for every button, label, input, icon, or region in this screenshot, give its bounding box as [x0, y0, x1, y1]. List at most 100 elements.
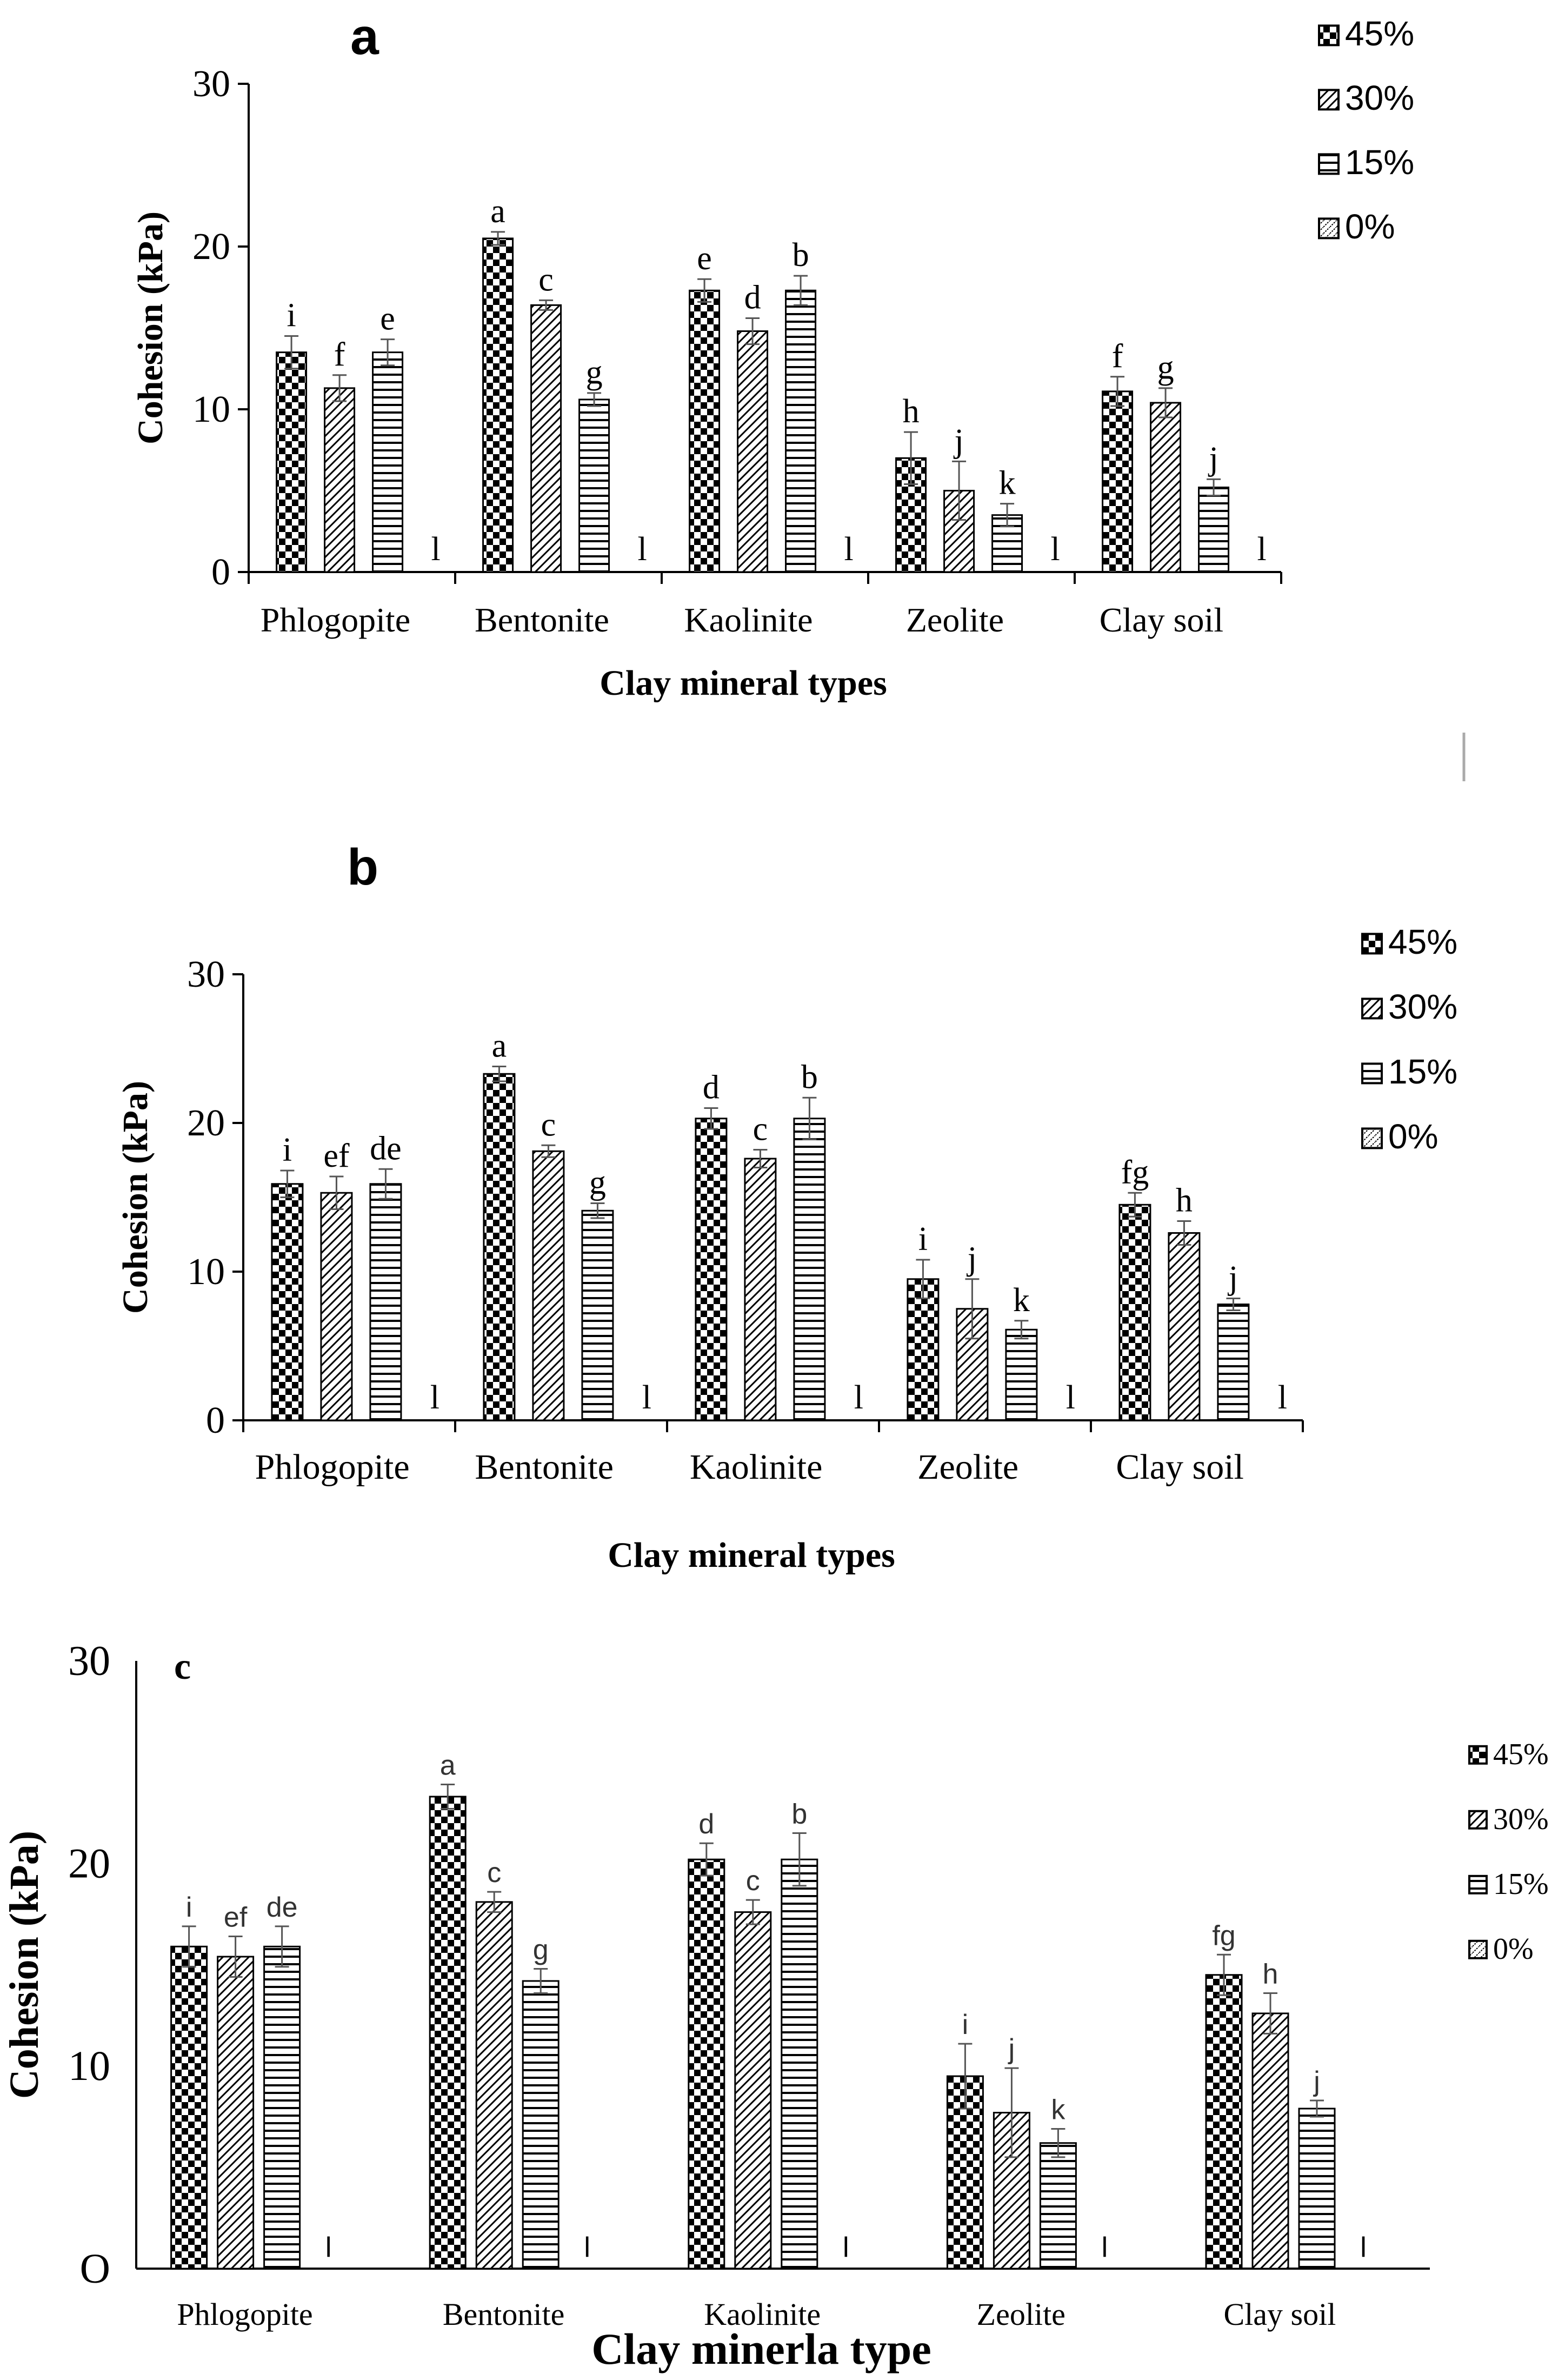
legend-label: 0%	[1388, 1117, 1439, 1156]
significance-letter: l	[1102, 2232, 1108, 2263]
significance-letter: g	[533, 1934, 549, 1965]
significance-letter: k	[999, 465, 1016, 502]
legend-swatch	[1468, 1939, 1488, 1959]
legend-swatch	[1361, 1062, 1383, 1085]
panel-label: b	[347, 839, 378, 896]
significance-letter: i	[186, 1892, 192, 1923]
category-label: Clay soil	[1116, 1447, 1244, 1487]
bar	[1251, 2012, 1289, 2270]
y-tick-label: O	[80, 2245, 110, 2292]
y-tick-label: 30	[68, 1637, 110, 1684]
significance-letter: j	[1228, 1260, 1238, 1297]
bar	[532, 1150, 565, 1421]
bar	[1298, 2108, 1336, 2270]
legend-label: 45%	[1345, 14, 1414, 53]
significance-letter: l	[844, 531, 853, 568]
significance-letter: f	[334, 336, 345, 373]
significance-letter: l	[854, 1379, 863, 1416]
significance-letter: l	[584, 2232, 590, 2263]
y-tick-label: 30	[192, 63, 230, 105]
bar	[1118, 1204, 1151, 1421]
significance-letter: fg	[1212, 1920, 1235, 1951]
significance-letter: h	[1263, 1958, 1278, 1990]
significance-letter: j	[953, 422, 963, 459]
legend-swatch	[1318, 153, 1340, 175]
significance-letter: k	[1051, 2094, 1065, 2125]
significance-letter: l	[325, 2232, 332, 2263]
y-tick-label: 20	[187, 1102, 225, 1144]
y-tick-label: 0	[211, 551, 230, 593]
significance-letter: c	[753, 1111, 768, 1148]
legend-label: 30%	[1493, 1803, 1549, 1836]
legend-label: 15%	[1388, 1052, 1457, 1091]
significance-letter: i	[287, 297, 296, 334]
category-label: Kaolinite	[684, 601, 813, 639]
bar	[276, 351, 308, 573]
significance-letter: l	[1066, 1379, 1075, 1416]
significance-letter: l	[430, 1379, 439, 1416]
bar	[530, 304, 562, 573]
panel-label: a	[350, 8, 379, 65]
significance-letter: c	[538, 261, 554, 298]
significance-letter: c	[746, 1865, 760, 1897]
category-label: Zeolite	[906, 601, 1004, 639]
significance-letter: de	[267, 1892, 298, 1923]
legend-swatch	[1468, 1745, 1488, 1765]
y-tick-label: 10	[68, 2042, 110, 2089]
bar	[781, 1858, 818, 2270]
legend-swatch	[1361, 998, 1383, 1020]
bar	[1150, 402, 1182, 573]
significance-letter: a	[492, 1028, 507, 1065]
bar	[737, 330, 769, 573]
significance-letter: l	[637, 531, 647, 568]
significance-letter: ef	[323, 1138, 350, 1174]
legend-label: 30%	[1388, 987, 1457, 1026]
significance-letter: g	[1157, 349, 1174, 386]
bar	[1198, 486, 1230, 573]
significance-letter: j	[967, 1240, 977, 1277]
significance-letter: l	[1278, 1379, 1287, 1416]
bar	[522, 1980, 560, 2270]
bar	[324, 387, 356, 573]
bar	[907, 1278, 940, 1421]
y-tick-label: 0	[206, 1400, 225, 1441]
bar	[689, 289, 721, 573]
bar	[483, 1073, 516, 1421]
category-label: Bentonite	[475, 601, 609, 639]
significance-letter: i	[962, 2009, 969, 2040]
legend-label: 45%	[1388, 922, 1457, 961]
significance-letter: de	[370, 1130, 402, 1167]
legend-label: 0%	[1493, 1932, 1534, 1966]
category-label: Bentonite	[475, 1447, 614, 1487]
bar	[1005, 1328, 1038, 1421]
y-axis-title: Cohesion (kPa)	[116, 1081, 155, 1314]
significance-letter: k	[1013, 1282, 1030, 1319]
significance-letter: i	[283, 1132, 292, 1168]
y-tick-label: 10	[187, 1251, 225, 1293]
bar	[793, 1118, 826, 1421]
legend-swatch	[1318, 89, 1340, 111]
significance-letter: d	[698, 1809, 714, 1840]
bar	[1102, 390, 1134, 573]
significance-letter: g	[586, 354, 603, 391]
significance-letter: i	[918, 1221, 928, 1258]
category-label: Zeolite	[977, 2297, 1065, 2332]
significance-letter: e	[380, 301, 395, 337]
bar	[734, 1911, 772, 2270]
legend-swatch	[1361, 933, 1383, 955]
bar	[785, 289, 817, 573]
legend-label: 15%	[1345, 143, 1414, 182]
bar	[170, 1945, 208, 2270]
legend-swatch	[1318, 217, 1340, 240]
significance-letter: ef	[224, 1902, 248, 1933]
bar	[263, 1945, 301, 2270]
category-label: Phlogopite	[261, 601, 410, 639]
significance-letter: j	[1008, 2033, 1015, 2065]
significance-letter: b	[791, 1798, 807, 1830]
legend-swatch	[1468, 1810, 1488, 1830]
bar	[372, 351, 404, 573]
legend-label: 15%	[1493, 1867, 1549, 1901]
significance-letter: l	[843, 2232, 849, 2263]
category-label: Kaolinite	[690, 1447, 823, 1487]
legend-swatch	[1468, 1874, 1488, 1894]
